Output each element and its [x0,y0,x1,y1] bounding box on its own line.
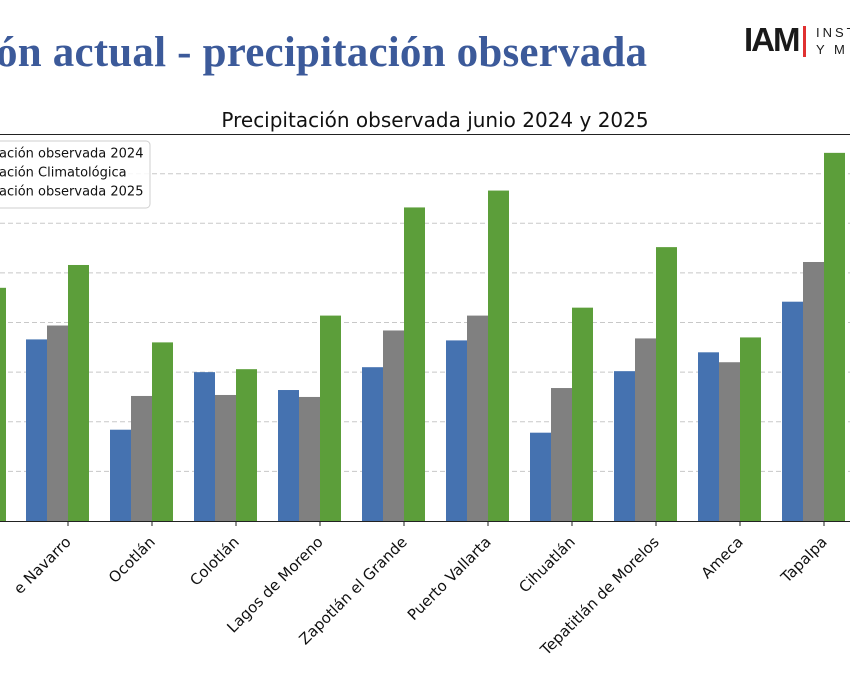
bar-2025 [824,152,845,521]
institute-logo: IAM INSTIT Y M [744,24,850,60]
logo-text-line1: INSTIT [816,25,850,40]
bar-2024 [278,390,299,521]
x-tick-label: Tapalpa [777,533,831,587]
bar-2024 [698,352,719,521]
x-tick-label: Ocotlán [105,533,159,587]
legend-box [0,140,151,209]
bar-2024 [446,340,467,521]
bar-2025 [488,190,509,522]
bar-2025 [68,264,89,521]
chart-title: Precipitación observada junio 2024 y 202… [221,108,648,132]
logo-divider [803,26,806,57]
bar-climatologica [803,262,824,521]
bar-partial-left [0,287,6,521]
bar-2025 [572,307,593,521]
x-tick-label: Cihuatlán [515,533,578,596]
bar-2025 [740,337,761,521]
legend-label: ación observada 2025 [0,185,143,200]
bar-2024 [782,301,803,521]
bar-climatologica [467,315,488,521]
bar-climatologica [47,325,68,521]
legend-label: ación Climatológica [0,166,127,181]
logo-text-line2: Y M [816,42,848,57]
bar-2025 [656,247,677,521]
bar-climatologica [299,396,320,521]
bar-2024 [614,371,635,521]
bar-climatologica [383,330,404,521]
bar-climatologica [131,395,152,521]
logo-mark: IAM [744,24,800,58]
bar-2024 [194,372,215,521]
bar-climatologica [215,394,236,521]
x-tick-label: Colotlán [186,533,242,589]
x-tick-label: Ameca [698,533,747,582]
bar-2025 [152,342,173,521]
bar-climatologica [635,338,656,521]
legend: ación observada 2024 ación Climatológica a… [0,140,151,209]
slide-title: ón actual - precipitación observada [0,29,648,76]
bar-2025 [404,207,425,521]
x-tick-label: e Navarro [10,533,75,598]
x-tick-label: Puerto Vallarta [404,533,495,624]
legend-label: ación observada 2024 [0,147,143,162]
bar-2025 [236,369,257,521]
bar-climatologica [551,388,572,521]
bar-2024 [26,339,47,521]
bar-2024 [362,367,383,521]
bar-2025 [320,315,341,521]
bar-2024 [530,432,551,521]
bar-layer [0,152,845,522]
bar-2024 [110,429,131,521]
bar-climatologica [719,362,740,521]
